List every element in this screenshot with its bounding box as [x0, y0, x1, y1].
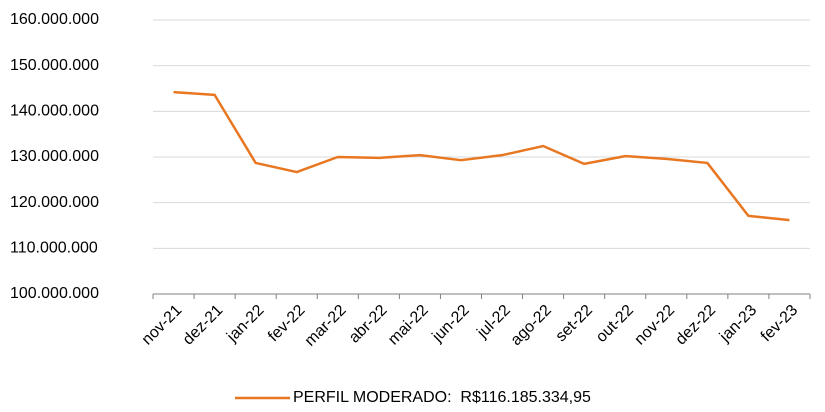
y-tick-label: 150.000.000 — [10, 57, 99, 74]
x-tick-label: fev-23 — [758, 302, 802, 346]
x-tick-label: jan-22 — [223, 302, 267, 346]
y-tick-label: 140.000.000 — [10, 103, 99, 120]
x-tick-label: dez-22 — [673, 302, 720, 349]
x-tick-label: set-22 — [553, 302, 597, 346]
x-tick-label: jun-22 — [429, 302, 473, 346]
x-tick-label: mar-22 — [302, 302, 350, 350]
x-tick-label: out-22 — [593, 302, 637, 346]
y-tick-label: 160.000.000 — [10, 11, 99, 28]
y-tick-label: 110.000.000 — [10, 240, 98, 257]
y-tick-label: 100.000.000 — [10, 285, 99, 302]
x-tick-label: ago-22 — [508, 302, 555, 349]
y-tick-label: 120.000.000 — [10, 194, 99, 211]
legend-label: PERFIL MODERADO: R$116.185.334,95 — [293, 389, 591, 406]
x-tick-label: mai-22 — [385, 302, 432, 349]
x-tick-label: jan-23 — [716, 302, 760, 346]
series-line — [173, 90, 790, 222]
x-tick-label: nov-21 — [139, 302, 186, 349]
y-tick-label: 130.000.000 — [10, 148, 99, 165]
x-tick-label: dez-21 — [180, 302, 227, 349]
x-tick-label: abr-22 — [346, 302, 391, 347]
x-tick-label: nov-22 — [631, 302, 678, 349]
